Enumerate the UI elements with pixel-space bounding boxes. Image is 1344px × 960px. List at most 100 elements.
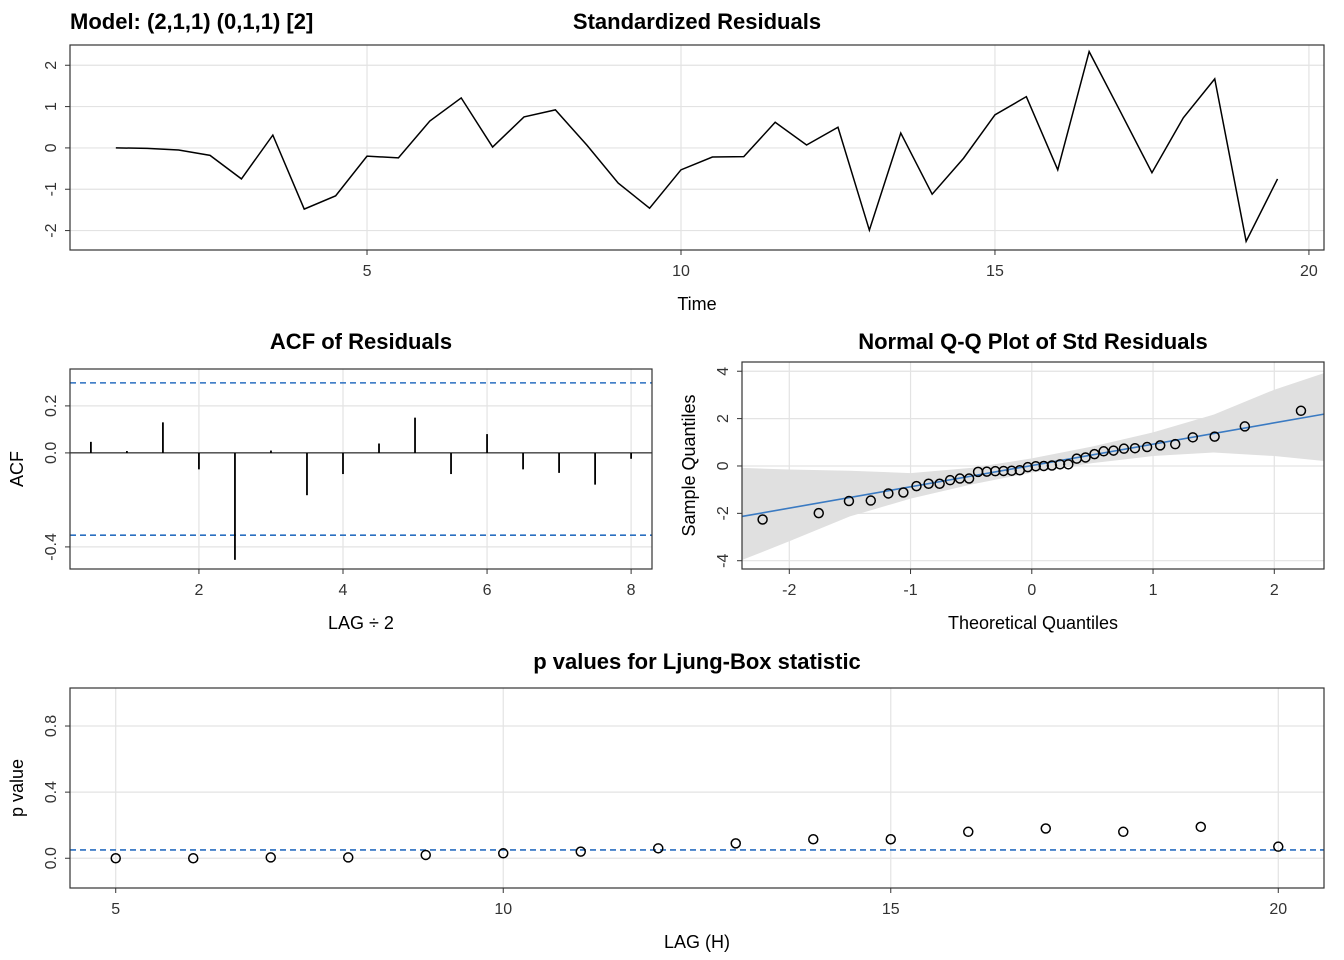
chart-title: ACF of Residuals [270,329,452,354]
point [1169,438,1181,450]
point [865,495,877,506]
y-tick-label: 0 [715,461,732,470]
point [898,487,909,498]
point [808,833,819,845]
point [1040,823,1052,834]
y-tick-label: 0.0 [43,442,60,464]
point [1195,821,1207,833]
panel-border [69,44,1325,251]
point [911,480,922,492]
panel-background [70,688,1324,888]
panel-border [741,361,1325,570]
point [1187,432,1199,443]
point [1239,421,1251,432]
y-tick-label: -2 [43,223,60,237]
panel-border [69,368,653,570]
point [1089,448,1100,460]
y-axis-label: ACF [7,451,27,487]
point [1273,841,1284,852]
point [934,478,945,489]
x-tick-label: -1 [903,582,917,599]
point [944,474,956,486]
x-tick-label: 6 [483,582,492,599]
point [1108,445,1119,456]
point [1154,440,1166,451]
model-annotation: Model: (2,1,1) (0,1,1) [2] [70,9,313,34]
panel-border [69,687,1325,889]
point [963,826,974,838]
x-tick-label: -2 [782,582,796,599]
point [923,478,934,489]
y-axis-label: p value [7,759,27,817]
point [813,507,825,519]
point [730,838,742,849]
y-tick-label: 4 [715,367,732,376]
x-tick-label: 0 [1027,582,1036,599]
y-tick-label: 0.2 [43,395,60,417]
point [885,833,897,845]
y-tick-label: 0.8 [43,715,60,737]
point [1022,461,1034,473]
point [342,852,354,863]
y-tick-label: 0.4 [43,781,60,803]
point [110,852,121,864]
x-tick-label: 1 [1149,582,1158,599]
point [1118,443,1130,454]
point [757,514,768,525]
point [1030,460,1042,472]
y-tick-label: 2 [715,414,732,423]
point [1209,431,1220,442]
point [963,473,975,484]
x-tick-label: 10 [672,263,690,280]
y-tick-label: 0 [43,143,60,152]
chart-title: Normal Q-Q Plot of Std Residuals [858,329,1208,354]
x-tick-label: 8 [627,582,636,599]
point [265,852,276,863]
point [1129,442,1141,454]
point [187,852,199,864]
y-tick-label: 2 [43,61,60,70]
point [1054,459,1066,470]
x-tick-label: 5 [363,263,372,280]
x-tick-label: 2 [194,582,203,599]
x-axis-label: Time [677,294,716,314]
y-tick-label: 0.0 [43,847,60,869]
point [420,849,431,861]
x-tick-label: 2 [1270,582,1279,599]
point [1141,441,1153,453]
x-axis-label: Theoretical Quantiles [948,613,1118,633]
chart-title: Standardized Residuals [573,9,821,34]
point [883,488,894,499]
x-tick-label: 4 [339,582,348,599]
x-tick-label: 15 [986,263,1004,280]
point [1046,460,1058,471]
reference-line [741,413,1325,518]
point [575,846,586,857]
chart-title: p values for Ljung-Box statistic [533,649,861,674]
point [990,465,1001,477]
point [998,465,1009,477]
x-axis-label: LAG ÷ 2 [328,613,394,633]
panel-background [70,369,652,569]
y-tick-label: -2 [715,506,732,520]
x-tick-label: 5 [111,901,120,918]
point [1006,465,1017,476]
x-tick-label: 15 [882,901,900,918]
y-tick-label: -1 [43,182,60,196]
point [652,843,664,854]
y-axis-label: Sample Quantiles [679,394,699,536]
point [1080,452,1091,463]
x-tick-label: 20 [1300,263,1318,280]
y-tick-label: -0.4 [43,533,60,561]
point [1295,405,1307,417]
y-tick-label: 1 [43,102,60,111]
y-tick-label: -4 [715,553,732,567]
x-tick-label: 10 [494,901,512,918]
x-axis-label: LAG (H) [664,932,730,952]
residual-line [115,49,1279,244]
point [1038,460,1050,472]
point [1063,459,1074,470]
point [843,495,855,507]
point [497,848,509,859]
